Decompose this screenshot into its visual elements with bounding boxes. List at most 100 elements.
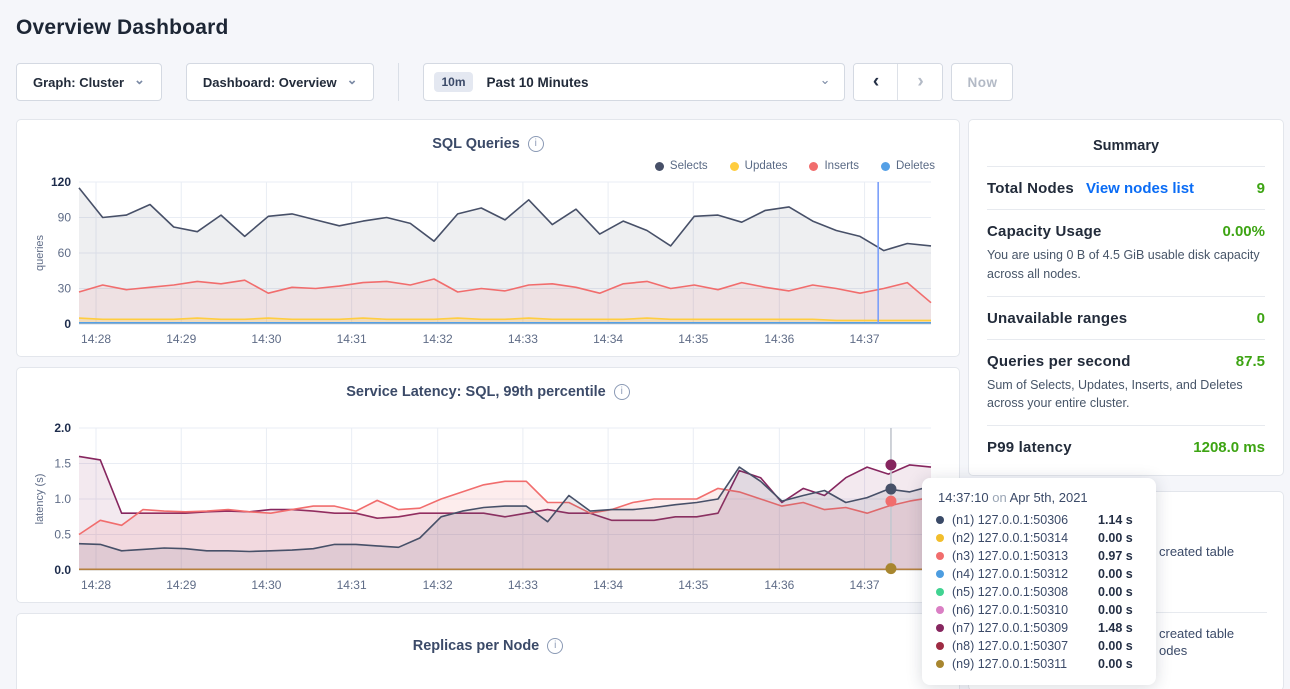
node-color-dot-icon	[936, 624, 944, 632]
capacity-usage-value: 0.00%	[1222, 223, 1265, 240]
node-color-dot-icon	[936, 588, 944, 596]
legend-dot-icon	[655, 162, 664, 171]
charts-column: SQL Queries i SelectsUpdatesInsertsDelet…	[16, 119, 960, 689]
svg-text:120: 120	[51, 175, 71, 189]
unavailable-ranges-value: 0	[1257, 310, 1265, 327]
node-address: (n8) 127.0.0.1:50307	[952, 639, 1090, 653]
node-latency-value: 0.00 s	[1098, 639, 1142, 653]
node-latency-value: 0.97 s	[1098, 549, 1142, 563]
svg-text:14:37: 14:37	[850, 578, 880, 592]
replicas-per-node-chart-card: Replicas per Node i	[16, 613, 960, 689]
tooltip-node-row: (n7) 127.0.0.1:50309 1.48 s	[936, 619, 1142, 637]
node-latency-value: 0.00 s	[1098, 657, 1142, 671]
qps-label: Queries per second	[987, 353, 1131, 370]
time-forward-button[interactable]: ›	[898, 64, 942, 100]
qps-value: 87.5	[1236, 353, 1265, 370]
svg-text:14:31: 14:31	[337, 578, 367, 592]
node-color-dot-icon	[936, 660, 944, 668]
tooltip-node-row: (n3) 127.0.0.1:50313 0.97 s	[936, 547, 1142, 565]
legend-item-updates[interactable]: Updates	[730, 158, 788, 174]
node-latency-value: 1.14 s	[1098, 513, 1142, 527]
tooltip-node-row: (n6) 127.0.0.1:50310 0.00 s	[936, 601, 1142, 619]
node-color-dot-icon	[936, 570, 944, 578]
event-row-line2[interactable]: odes	[1159, 643, 1187, 658]
sql-queries-legend: Selects Updates Inserts Deletes	[31, 158, 945, 174]
legend-item-inserts[interactable]: Inserts	[809, 158, 859, 174]
controls-divider	[398, 63, 399, 101]
event-row[interactable]: created table	[1159, 626, 1234, 641]
node-address: (n7) 127.0.0.1:50309	[952, 621, 1090, 635]
summary-row-p99-latency: P99 latency 1208.0 ms	[987, 425, 1265, 468]
node-latency-value: 0.00 s	[1098, 585, 1142, 599]
legend-label: Deletes	[896, 160, 935, 172]
node-color-dot-icon	[936, 552, 944, 560]
graph-scope-dropdown[interactable]: Graph: Cluster ⌄	[16, 63, 162, 101]
svg-text:14:32: 14:32	[423, 578, 453, 592]
node-latency-value: 1.48 s	[1098, 621, 1142, 635]
sql-queries-chart[interactable]: 14:2814:2914:3014:3114:3214:3314:3414:35…	[31, 174, 945, 350]
svg-text:14:30: 14:30	[251, 578, 281, 592]
node-address: (n1) 127.0.0.1:50306	[952, 513, 1090, 527]
legend-label: Updates	[745, 160, 788, 172]
time-back-button[interactable]: ‹	[854, 64, 898, 100]
node-address: (n5) 127.0.0.1:50308	[952, 585, 1090, 599]
view-nodes-list-link[interactable]: View nodes list	[1086, 180, 1194, 197]
summary-row-unavailable-ranges: Unavailable ranges 0	[987, 296, 1265, 339]
svg-text:0.0: 0.0	[54, 563, 71, 577]
svg-text:latency (s): latency (s)	[34, 474, 46, 525]
svg-text:2.0: 2.0	[54, 421, 71, 435]
summary-heading: Summary	[987, 124, 1265, 166]
info-icon[interactable]: i	[614, 384, 630, 400]
summary-row-total-nodes: Total Nodes View nodes list 9	[987, 166, 1265, 209]
chevron-down-icon: ⌄	[347, 77, 358, 83]
graph-scope-dropdown-label: Graph: Cluster	[33, 75, 124, 90]
svg-text:14:37: 14:37	[850, 332, 880, 346]
svg-text:14:35: 14:35	[678, 578, 708, 592]
svg-text:60: 60	[58, 246, 72, 260]
node-color-dot-icon	[936, 642, 944, 650]
qps-desc: Sum of Selects, Updates, Inserts, and De…	[987, 376, 1265, 414]
total-nodes-label: Total Nodes	[987, 180, 1074, 197]
svg-text:30: 30	[58, 282, 72, 296]
time-range-selector[interactable]: 10m Past 10 Minutes ⌄	[423, 63, 845, 101]
legend-dot-icon	[809, 162, 818, 171]
summary-panel: Summary Total Nodes View nodes list 9 Ca…	[968, 119, 1284, 476]
sql-queries-chart-card: SQL Queries i SelectsUpdatesInsertsDelet…	[16, 119, 960, 357]
overview-dashboard-page: Overview Dashboard Graph: Cluster ⌄ Dash…	[0, 0, 1290, 689]
legend-dot-icon	[730, 162, 739, 171]
legend-item-selects[interactable]: Selects	[655, 158, 708, 174]
node-latency-value: 0.00 s	[1098, 531, 1142, 545]
event-row[interactable]: created table	[1159, 544, 1234, 559]
svg-text:14:35: 14:35	[678, 332, 708, 346]
svg-text:1.5: 1.5	[54, 457, 71, 471]
node-address: (n6) 127.0.0.1:50310	[952, 603, 1090, 617]
svg-text:14:28: 14:28	[81, 332, 111, 346]
dashboard-select-dropdown[interactable]: Dashboard: Overview ⌄	[186, 63, 375, 101]
tooltip-node-row: (n9) 127.0.0.1:50311 0.00 s	[936, 655, 1142, 673]
tooltip-rows: (n1) 127.0.0.1:50306 1.14 s (n2) 127.0.0.1…	[936, 511, 1142, 673]
legend-label: Selects	[670, 160, 708, 172]
svg-text:14:33: 14:33	[508, 332, 538, 346]
now-button[interactable]: Now	[951, 63, 1013, 101]
node-address: (n2) 127.0.0.1:50314	[952, 531, 1090, 545]
node-latency-value: 0.00 s	[1098, 603, 1142, 617]
page-title: Overview Dashboard	[0, 0, 1290, 40]
tooltip-node-row: (n5) 127.0.0.1:50308 0.00 s	[936, 583, 1142, 601]
svg-text:0.5: 0.5	[54, 528, 71, 542]
svg-text:1.0: 1.0	[54, 492, 71, 506]
node-color-dot-icon	[936, 606, 944, 614]
tooltip-node-row: (n8) 127.0.0.1:50307 0.00 s	[936, 637, 1142, 655]
svg-text:14:29: 14:29	[166, 332, 196, 346]
node-address: (n3) 127.0.0.1:50313	[952, 549, 1090, 563]
node-address: (n9) 127.0.0.1:50311	[952, 657, 1090, 671]
svg-text:14:29: 14:29	[166, 578, 196, 592]
legend-item-deletes[interactable]: Deletes	[881, 158, 935, 174]
svg-text:14:30: 14:30	[251, 332, 281, 346]
chevron-down-icon: ⌄	[134, 77, 145, 83]
service-latency-chart[interactable]: 14:2814:2914:3014:3114:3214:3314:3414:35…	[31, 420, 945, 596]
service-latency-chart-card: Service Latency: SQL, 99th percentile i …	[16, 367, 960, 603]
info-icon[interactable]: i	[547, 638, 563, 654]
info-icon[interactable]: i	[528, 136, 544, 152]
node-latency-value: 0.00 s	[1098, 567, 1142, 581]
capacity-usage-label: Capacity Usage	[987, 223, 1102, 240]
